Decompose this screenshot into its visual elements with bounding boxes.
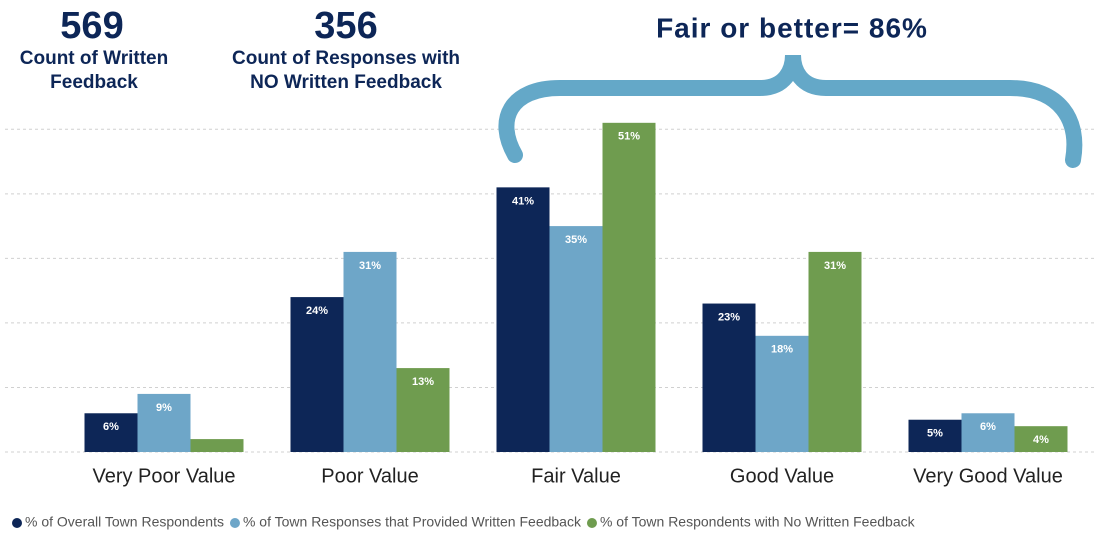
value-label: 23% [718,311,740,323]
legend-label: % of Overall Town Respondents [25,514,224,530]
x-tick-label: Poor Value [321,465,418,487]
bar [1014,426,1068,452]
value-label: 6% [103,421,119,433]
value-label: 24% [306,305,328,317]
x-tick-label: Good Value [730,465,834,487]
legend-label: % of Town Respondents with No Written Fe… [600,514,916,530]
x-tick-label: Very Good Value [913,465,1063,487]
value-label: 9% [156,402,172,414]
value-label: 18% [771,344,793,356]
annotation: 356 [314,5,377,47]
value-label: 31% [359,260,381,272]
bar [702,303,756,452]
value-label: 41% [512,195,534,207]
brace [498,54,1083,168]
value-label: 13% [412,376,434,388]
value-label: 4% [1033,434,1049,446]
bar [343,251,397,452]
value-label: 31% [824,260,846,272]
x-tick-label: Fair Value [531,465,621,487]
value-label: 51% [618,131,640,143]
annotation: Fair or better= 86% [656,12,928,43]
legend-marker [229,518,240,528]
legend-label: % of Town Responses that Provided Writte… [243,514,582,530]
bar [290,297,344,452]
bar [137,393,191,452]
bar [755,335,809,452]
annotation: Count of Written Feedback [20,48,168,93]
bar [190,439,244,452]
annotation: 569 [60,5,123,47]
bar [496,187,550,452]
value-label: 5% [927,428,943,440]
legend-marker [12,518,22,528]
bar [549,226,603,452]
bar [84,413,138,452]
x-tick-label: Very Poor Value [92,465,235,487]
bar [908,419,962,452]
value-label: 6% [980,421,996,433]
legend-marker [586,518,597,528]
bar [602,122,656,453]
bar [396,368,450,452]
bar [961,413,1015,452]
value-label: 35% [565,234,587,246]
annotation: Count of Responses with NO Written Feedba… [232,48,460,93]
bar [808,251,862,452]
